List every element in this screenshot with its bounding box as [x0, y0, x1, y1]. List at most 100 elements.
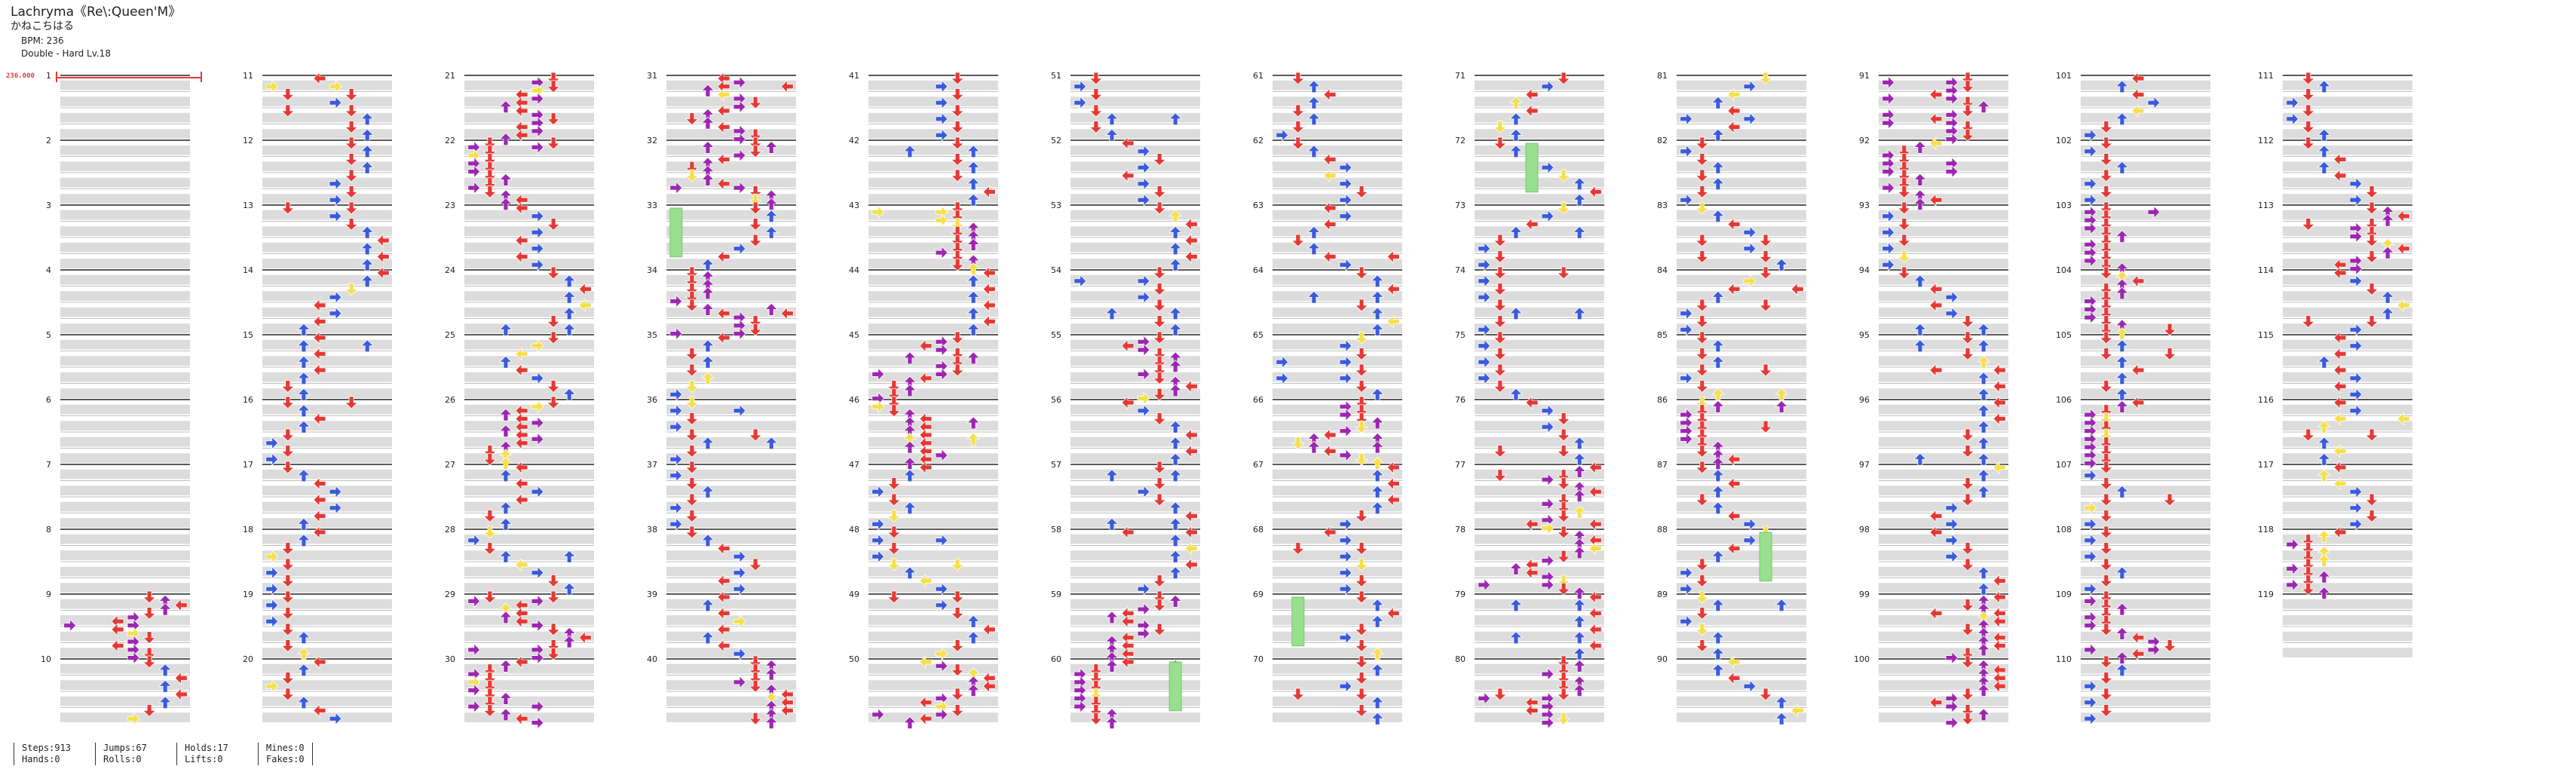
- beat-band: [1071, 550, 1200, 560]
- beat-band: [464, 323, 594, 333]
- step-arrow: [1557, 501, 1571, 515]
- beat-band: [60, 469, 190, 479]
- beat-band: [2081, 388, 2210, 398]
- beat-band: [1677, 453, 1806, 463]
- beat-band: [868, 712, 998, 722]
- beat-band: [1879, 210, 2008, 220]
- step-arrow: [1680, 306, 1693, 320]
- step-arrow: [1089, 688, 1103, 701]
- step-arrow: [2349, 176, 2363, 191]
- beat-band: [2283, 518, 2412, 528]
- step-arrow: [1945, 164, 1959, 179]
- step-arrow: [951, 201, 965, 215]
- step-arrow: [1759, 688, 1773, 701]
- beat-band: [464, 129, 594, 139]
- beat-band: [1677, 145, 1806, 155]
- step-arrow: [1509, 112, 1523, 126]
- beat-band: [1879, 161, 2008, 171]
- step-arrow: [547, 396, 561, 409]
- step-arrow: [1153, 590, 1167, 604]
- step-arrow: [498, 469, 513, 482]
- beat-band: [262, 356, 392, 366]
- step-arrow: [1711, 501, 1725, 515]
- step-arrow: [1743, 225, 1757, 240]
- step-arrow: [1961, 315, 1975, 329]
- step-arrow: [1897, 177, 1911, 191]
- step-arrow: [700, 372, 715, 385]
- beat-band: [1475, 680, 1604, 690]
- step-arrow: [2099, 290, 2113, 304]
- step-arrow: [515, 363, 528, 377]
- beat-band: [262, 712, 392, 722]
- step-arrow: [1882, 181, 1895, 195]
- beat-band: [868, 177, 998, 188]
- step-arrow: [2163, 493, 2177, 507]
- step-arrow: [669, 420, 683, 434]
- step-arrow: [1153, 185, 1167, 199]
- step-arrow: [498, 355, 513, 369]
- step-arrow: [871, 533, 885, 547]
- step-arrow: [1557, 672, 1571, 685]
- step-arrow: [1727, 104, 1741, 118]
- step-arrow: [1386, 493, 1400, 507]
- step-arrow: [1339, 193, 1352, 207]
- step-arrow: [2099, 599, 2113, 612]
- step-arrow: [1945, 533, 1959, 547]
- step-arrow: [1961, 558, 1975, 571]
- beat-band: [1071, 696, 1200, 706]
- step-arrow: [1291, 688, 1305, 701]
- step-arrow: [1913, 198, 1927, 211]
- step-arrow: [1355, 363, 1369, 377]
- step-arrow: [733, 241, 746, 256]
- measure-number: 11: [243, 71, 253, 81]
- step-arrow: [733, 326, 746, 341]
- step-arrow: [887, 542, 901, 556]
- step-arrow: [2301, 121, 2315, 134]
- step-arrow: [700, 599, 715, 612]
- step-arrow: [1355, 185, 1369, 199]
- step-arrow: [749, 672, 763, 685]
- bpm-marker-line: [56, 77, 202, 78]
- step-arrow: [1573, 684, 1587, 697]
- beat-band: [1071, 339, 1200, 350]
- step-arrow: [142, 647, 157, 660]
- beat-band: [868, 356, 998, 366]
- beat-band: [1879, 680, 2008, 690]
- step-arrow: [951, 88, 965, 102]
- step-arrow: [1137, 274, 1150, 288]
- step-arrow: [1977, 452, 1991, 466]
- step-arrow: [1509, 631, 1523, 645]
- beat-band: [1071, 680, 1200, 690]
- step-arrow: [2317, 355, 2331, 369]
- beat-band: [464, 226, 594, 236]
- measure-number: 24: [445, 265, 455, 275]
- beat-band: [1879, 648, 2008, 657]
- step-arrow: [887, 590, 901, 604]
- beat-band: [868, 469, 998, 479]
- step-arrow: [982, 282, 996, 296]
- step-arrow: [1992, 379, 2006, 394]
- beat-band: [262, 501, 392, 512]
- step-arrow: [1727, 541, 1741, 556]
- step-arrow: [531, 225, 544, 240]
- measure-number: 28: [445, 525, 455, 535]
- beat-band: [464, 534, 594, 544]
- step-arrow: [1680, 193, 1693, 207]
- beat-band: [666, 453, 796, 463]
- step-arrow: [2084, 311, 2097, 325]
- step-arrow: [2286, 577, 2299, 592]
- beat-band: [60, 80, 190, 90]
- step-arrow: [2084, 618, 2097, 633]
- beat-band: [868, 259, 998, 268]
- step-arrow: [547, 218, 561, 231]
- beat-band: [1071, 210, 1200, 220]
- step-arrow: [2349, 517, 2363, 532]
- step-arrow: [717, 120, 731, 134]
- step-arrow: [1355, 420, 1369, 433]
- step-arrow: [2099, 299, 2113, 312]
- step-arrow: [467, 642, 481, 657]
- step-arrow: [111, 639, 124, 653]
- step-arrow: [2301, 218, 2315, 231]
- step-arrow: [313, 476, 326, 491]
- beat-band: [1071, 80, 1200, 90]
